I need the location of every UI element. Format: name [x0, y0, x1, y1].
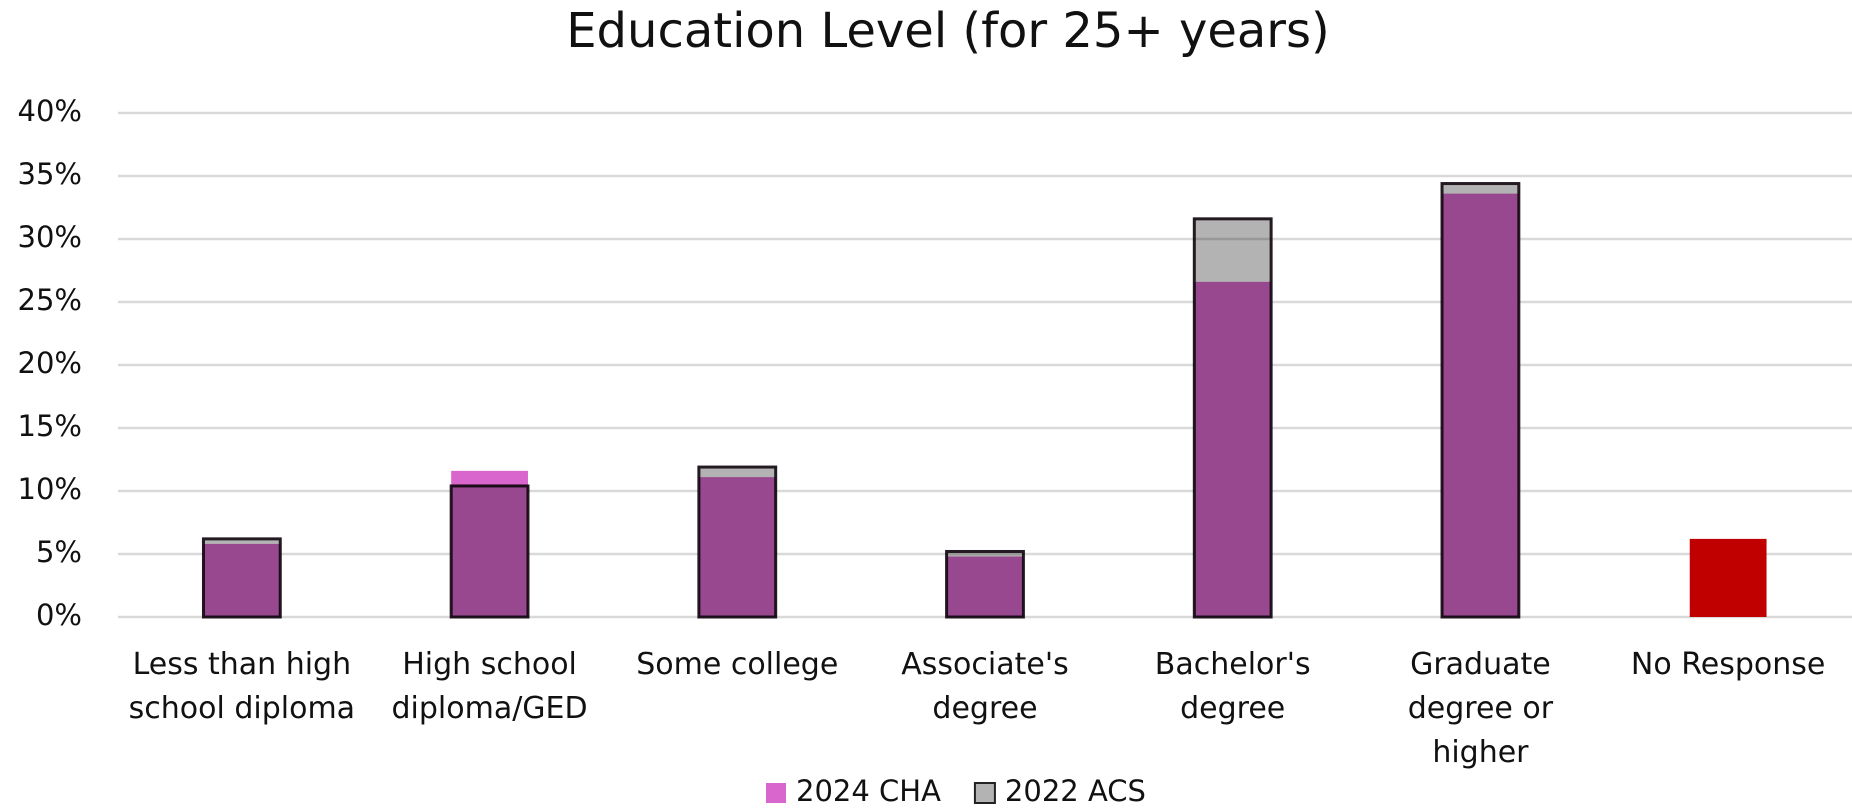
- y-tick-label: 30%: [18, 220, 82, 254]
- y-tick-label: 5%: [36, 535, 82, 569]
- y-tick-label: 40%: [18, 94, 82, 128]
- y-tick-label: 15%: [18, 409, 82, 443]
- bar: [201, 537, 282, 619]
- legend-swatch: [973, 782, 996, 804]
- x-tick-label: Associate's degree: [901, 647, 1069, 726]
- legend-swatch: [766, 783, 786, 803]
- y-tick-label: 10%: [18, 472, 82, 506]
- bar: [1192, 217, 1273, 619]
- bar: [945, 549, 1025, 619]
- y-tick-label: 20%: [18, 346, 82, 380]
- x-tick-label: Graduate degree or higher: [1407, 647, 1554, 770]
- legend-label: 2022 ACS: [1005, 774, 1146, 808]
- x-tick-label: No Response: [1630, 647, 1826, 682]
- x-tick-label: Less than high school diploma: [128, 647, 356, 726]
- bar: [1440, 182, 1521, 619]
- bar: [1689, 538, 1767, 617]
- bar: [449, 484, 530, 619]
- x-tick-label: Some college: [636, 647, 839, 682]
- y-tick-label: 25%: [18, 283, 82, 317]
- x-tick-label: High school diploma/GED: [391, 647, 588, 726]
- chart-title: Education Level (for 25+ years): [566, 3, 1330, 59]
- x-tick-label: Bachelor's degree: [1154, 647, 1311, 726]
- legend-label: 2024 CHA: [796, 774, 941, 808]
- y-tick-label: 0%: [36, 598, 82, 632]
- y-tick-label: 35%: [18, 157, 82, 191]
- bar: [697, 465, 778, 619]
